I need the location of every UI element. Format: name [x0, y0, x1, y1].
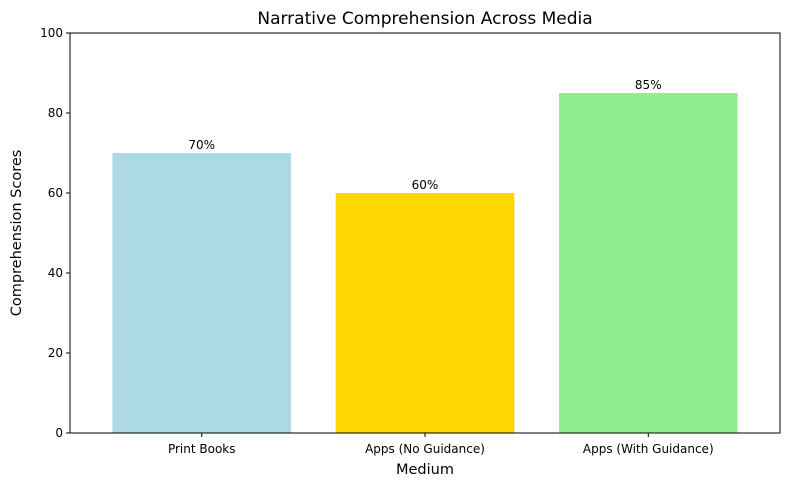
x-tick-label: Print Books	[168, 442, 236, 456]
y-tick-label: 20	[48, 346, 63, 360]
y-tick-label: 100	[40, 26, 63, 40]
y-tick-label: 0	[55, 426, 63, 440]
x-axis: Print Books Apps (No Guidance) Apps (With …	[168, 433, 714, 456]
bars-layer: 70% 60% 85%	[112, 78, 738, 433]
chart-title: Narrative Comprehension Across Media	[257, 9, 592, 29]
bar	[335, 193, 515, 433]
bar	[558, 93, 738, 433]
x-tick-label: Apps (With Guidance)	[583, 442, 714, 456]
y-tick-label: 60	[48, 186, 63, 200]
y-axis-label: Comprehension Scores	[9, 150, 25, 317]
y-tick-label: 80	[48, 106, 63, 120]
data-label: 70%	[188, 138, 215, 152]
x-axis-label: Medium	[396, 462, 454, 478]
x-tick-label: Apps (No Guidance)	[365, 442, 485, 456]
y-axis: 0 20 40 60 80 100	[40, 26, 70, 440]
data-label: 60%	[412, 178, 439, 192]
y-tick-label: 40	[48, 266, 63, 280]
bar	[112, 153, 292, 433]
data-label: 85%	[635, 78, 662, 92]
